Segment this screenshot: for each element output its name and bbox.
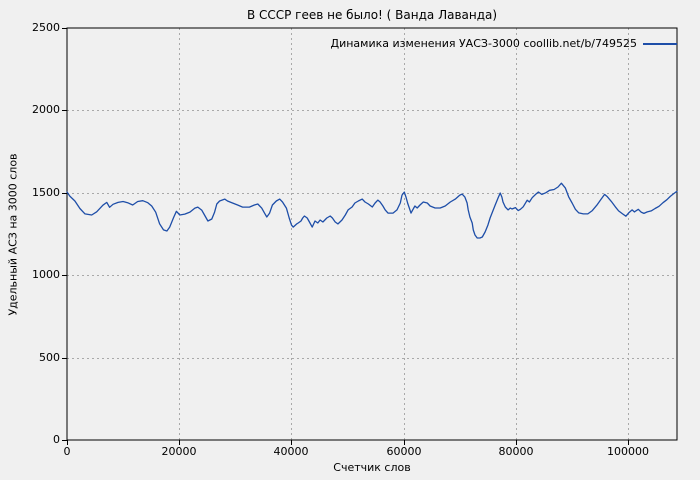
legend-label: Динамика изменения УАСЗ-3000 coollib.net… [330,37,638,50]
chart-title: В СССР геев не было! ( Ванда Лаванда) [246,8,498,22]
data-series-line [66,182,678,239]
legend: Динамика изменения УАСЗ-3000 coollib.net… [330,37,677,50]
y-axis-label: Удельный АСЗ на 3000 слов [6,153,20,316]
x-tick-label: 60000 [386,445,422,458]
y-tick-label: 1500 [32,186,60,199]
plot-border [66,27,678,441]
y-tick-label: 1000 [32,268,60,281]
y-tick-label: 2000 [32,103,60,116]
x-axis-label: Счетчик слов [333,461,411,474]
x-tick-label: 20000 [161,445,197,458]
x-tick-label: 40000 [273,445,309,458]
legend-line-sample [643,42,677,45]
axis-ticks [62,28,629,445]
x-tick-label: 100000 [607,445,649,458]
y-tick-label: 500 [39,351,60,364]
gridlines [67,28,677,440]
y-tick-label: 0 [53,433,60,446]
x-tick-label: 80000 [498,445,534,458]
x-tick-label: 0 [63,445,71,458]
y-tick-label: 2500 [32,21,60,34]
